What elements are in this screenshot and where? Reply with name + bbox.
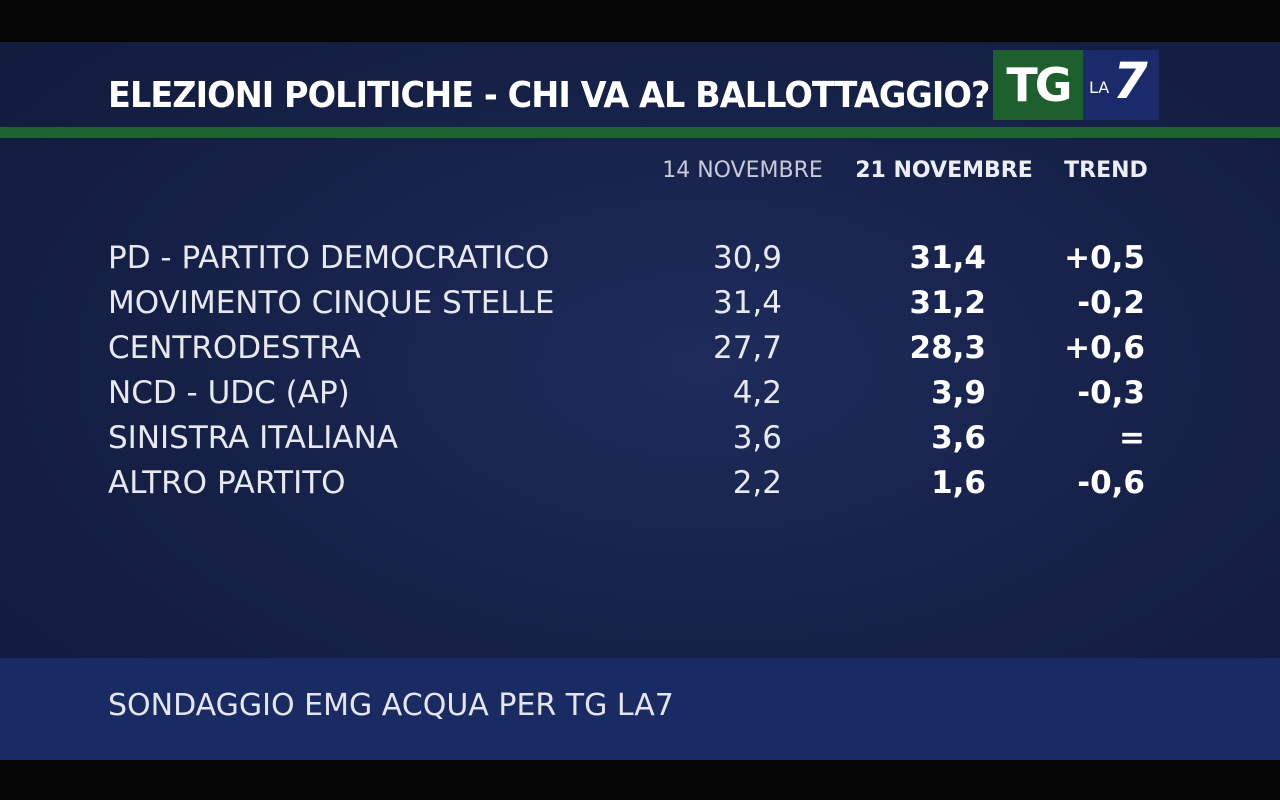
table-row: MOVIMENTO CINQUE STELLE 31,4 31,2 -0,2 (0, 285, 1280, 330)
trend-value: = (1119, 420, 1145, 456)
page-title: ELEZIONI POLITICHE - CHI VA AL BALLOTTAG… (108, 75, 990, 116)
value-date1: 30,9 (712, 240, 782, 276)
party-name: CENTRODESTRA (108, 330, 361, 366)
source-footer: SONDAGGIO EMG ACQUA PER TG LA7 (0, 658, 1280, 760)
letterbox-bottom (0, 760, 1280, 800)
tg-la7-logo: TG LA 7 (993, 50, 1159, 120)
broadcast-screen (0, 42, 1280, 760)
logo-la-text: LA (1089, 78, 1110, 97)
column-header-date1: 14 NOVEMBRE (662, 158, 823, 183)
party-name: PD - PARTITO DEMOCRATICO (108, 240, 550, 276)
value-date2: 3,6 (931, 420, 986, 456)
party-name: SINISTRA ITALIANA (108, 420, 399, 456)
party-name: NCD - UDC (AP) (108, 375, 350, 411)
value-date1: 3,6 (732, 420, 782, 456)
value-date2: 31,4 (909, 240, 987, 276)
value-date2: 3,9 (931, 375, 986, 411)
value-date1: 2,2 (732, 465, 782, 501)
logo-la7-block: LA 7 (1083, 50, 1159, 120)
value-date1: 31,4 (712, 285, 782, 321)
column-header-date2: 21 NOVEMBRE (855, 158, 1033, 183)
trend-value: -0,2 (1077, 285, 1145, 321)
table-row: CENTRODESTRA 27,7 28,3 +0,6 (0, 330, 1280, 375)
column-header-trend: TREND (1064, 158, 1148, 183)
table-row: ALTRO PARTITO 2,2 1,6 -0,6 (0, 465, 1280, 510)
value-date2: 31,2 (909, 285, 987, 321)
title-divider (0, 127, 1280, 138)
poll-table: PD - PARTITO DEMOCRATICO 30,9 31,4 +0,5 … (0, 240, 1280, 510)
party-name: MOVIMENTO CINQUE STELLE (108, 285, 555, 321)
table-row: NCD - UDC (AP) 4,2 3,9 -0,3 (0, 375, 1280, 420)
trend-value: -0,3 (1077, 375, 1145, 411)
table-row: SINISTRA ITALIANA 3,6 3,6 = (0, 420, 1280, 465)
logo-seven-text: 7 (1113, 52, 1148, 110)
value-date1: 27,7 (712, 330, 782, 366)
value-date1: 4,2 (732, 375, 782, 411)
letterbox-top (0, 0, 1280, 42)
trend-value: +0,6 (1064, 330, 1145, 366)
party-name: ALTRO PARTITO (108, 465, 346, 501)
trend-value: -0,6 (1077, 465, 1145, 501)
table-row: PD - PARTITO DEMOCRATICO 30,9 31,4 +0,5 (0, 240, 1280, 285)
value-date2: 1,6 (931, 465, 986, 501)
source-text: SONDAGGIO EMG ACQUA PER TG LA7 (108, 688, 674, 723)
trend-value: +0,5 (1064, 240, 1145, 276)
logo-tg-text: TG (993, 50, 1083, 120)
value-date2: 28,3 (909, 330, 987, 366)
